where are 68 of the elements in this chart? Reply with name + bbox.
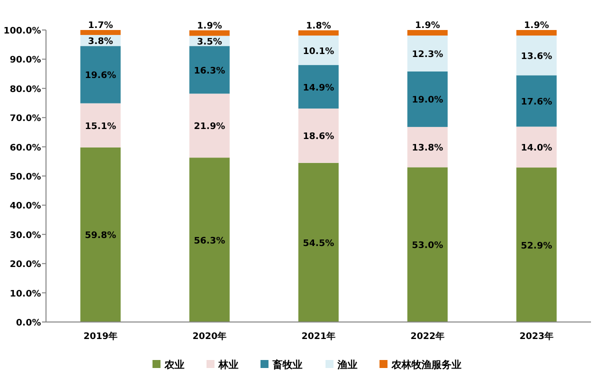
data-label: 15.1% [84, 122, 116, 132]
y-tick-label: 10.0% [10, 289, 41, 300]
legend-label: 畜牧业 [272, 359, 302, 371]
data-label: 19.6% [84, 71, 116, 82]
bar [189, 46, 230, 94]
data-label: 53.0% [412, 241, 444, 252]
y-tick-label: 20.0% [10, 260, 41, 270]
data-label: 18.6% [302, 132, 334, 142]
bar [298, 162, 339, 322]
legend-label: 林业 [218, 359, 238, 371]
bar [189, 158, 230, 322]
data-label: 13.8% [412, 144, 444, 154]
bar [516, 75, 557, 127]
data-label: 3.8% [88, 37, 113, 48]
y-tick-label: 100.0% [4, 26, 41, 36]
data-label: 10.1% [302, 46, 334, 57]
bar [516, 30, 557, 36]
bar [298, 65, 339, 109]
legend-label: 农林牧渔服务业 [390, 359, 462, 371]
bar [407, 126, 448, 168]
data-label: 1.9% [415, 21, 440, 31]
data-label: 19.0% [412, 96, 444, 106]
y-tick-label: 0.0% [16, 318, 41, 328]
bar [298, 108, 339, 163]
data-label: 1.8% [306, 21, 331, 32]
data-label: 1.9% [524, 21, 549, 31]
x-tick-label: 2022年 [410, 331, 445, 342]
data-label: 56.3% [194, 236, 226, 246]
data-label: 1.7% [88, 21, 113, 31]
data-label: 3.5% [197, 37, 222, 48]
y-tick-label: 90.0% [10, 56, 41, 66]
y-tick-label: 30.0% [10, 230, 41, 241]
bar [80, 103, 121, 148]
bar [516, 36, 557, 76]
bar [407, 36, 448, 72]
data-label: 14.0% [520, 144, 552, 154]
data-label: 14.9% [302, 83, 334, 94]
y-tick-label: 40.0% [10, 202, 41, 212]
y-tick-label: 60.0% [10, 143, 41, 154]
bar [80, 30, 121, 35]
y-tick-label: 80.0% [10, 84, 41, 95]
x-tick-label: 2019年 [83, 331, 118, 342]
data-label: 54.5% [302, 238, 334, 249]
bar [407, 71, 448, 127]
bar [516, 126, 557, 168]
data-label: 12.3% [412, 50, 444, 60]
x-tick-label: 2020年 [192, 331, 227, 342]
bar [516, 168, 557, 322]
y-tick-label: 50.0% [10, 172, 41, 182]
bar [407, 167, 448, 322]
x-tick-label: 2021年 [301, 331, 336, 342]
y-tick-label: 70.0% [10, 114, 41, 124]
data-label: 13.6% [520, 52, 552, 62]
bar [189, 30, 230, 36]
data-label: 17.6% [520, 97, 552, 108]
data-label: 59.8% [84, 231, 116, 242]
bar [407, 30, 448, 36]
bar [189, 94, 230, 158]
legend-label: 渔业 [336, 359, 358, 371]
data-label: 52.9% [520, 241, 552, 252]
bar [80, 147, 121, 322]
bar [298, 30, 339, 36]
x-tick-label: 2023年 [519, 331, 554, 342]
bar [80, 46, 121, 104]
data-label: 16.3% [194, 66, 226, 76]
data-label: 21.9% [194, 122, 226, 132]
legend-label: 农业 [164, 359, 184, 371]
data-label: 1.9% [197, 21, 222, 32]
